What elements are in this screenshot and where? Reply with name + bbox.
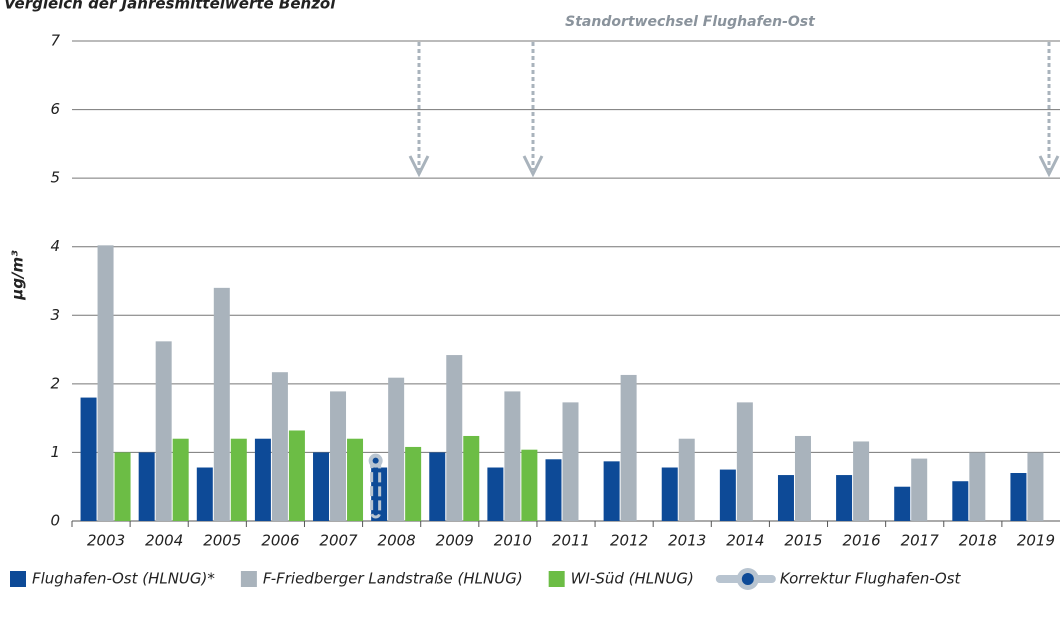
x-tick-label: 2008 (378, 532, 416, 550)
x-tick-label: 2015 (784, 532, 822, 550)
x-tick-label: 2012 (610, 532, 648, 550)
bar (80, 397, 97, 521)
legend-label: Flughafen-Ost (HLNUG)* (32, 570, 215, 588)
bar (172, 438, 189, 521)
bar (736, 402, 753, 521)
bar (254, 438, 271, 521)
bar (271, 372, 288, 521)
x-tick-label: 2004 (145, 532, 183, 550)
y-tick-label: 1 (50, 443, 60, 461)
y-tick-label: 0 (50, 512, 60, 530)
bar (504, 391, 521, 521)
legend-label: F-Friedberger Landstraße (HLNUG) (263, 570, 523, 588)
y-axis-label: µg/m³ (9, 250, 27, 301)
bar (894, 486, 911, 521)
x-tick-label: 2019 (1017, 532, 1055, 550)
bar (288, 430, 305, 521)
y-tick-label: 2 (50, 374, 60, 392)
bar (405, 446, 422, 521)
bar (969, 452, 986, 521)
legend-swatch (741, 573, 754, 585)
bar (1010, 473, 1027, 521)
bar (777, 475, 794, 521)
bar (678, 438, 695, 521)
bar (952, 481, 969, 521)
bar (911, 458, 928, 521)
x-tick-label: 2014 (726, 532, 764, 550)
chart-title: Vergleich der Jahresmittelwerte Benzol (4, 0, 336, 13)
x-tick-label: 2006 (261, 532, 299, 550)
x-tick-label: 2011 (552, 532, 590, 550)
bar (330, 391, 347, 521)
bar (388, 377, 405, 521)
bar (620, 374, 637, 521)
bar (196, 467, 213, 521)
bar (719, 469, 736, 521)
bar (487, 467, 504, 521)
x-tick-label: 2005 (203, 532, 241, 550)
bar (429, 452, 446, 521)
x-tick-label: 2017 (901, 532, 940, 550)
arrows (408, 42, 1060, 178)
bar (603, 461, 620, 521)
x-tick-label: 2018 (959, 532, 997, 550)
bar (853, 441, 870, 521)
legend-swatch (548, 571, 565, 587)
bar (138, 452, 155, 521)
correction-marker (368, 453, 383, 519)
bar (230, 438, 247, 521)
bar (1027, 452, 1044, 521)
bar (521, 449, 538, 521)
bar (463, 435, 480, 521)
x-tick-label: 2016 (842, 532, 880, 550)
bar (155, 341, 172, 521)
legend-label: Korrektur Flughafen-Ost (780, 570, 962, 588)
x-tick-label: 2013 (668, 532, 706, 550)
bar (446, 355, 463, 521)
legend-label: WI-Süd (HLNUG) (571, 570, 694, 588)
y-tick-label: 4 (50, 237, 60, 255)
bar (213, 287, 230, 521)
x-tick-label: 2003 (87, 532, 125, 550)
x-tick-label: 2009 (436, 532, 474, 550)
bar (347, 438, 364, 521)
y-tick-label: 5 (50, 169, 60, 187)
x-tick-label: 2010 (494, 532, 532, 550)
bar (313, 452, 330, 521)
bar (114, 452, 131, 521)
y-tick-label: 7 (50, 32, 60, 50)
y-tick-label: 3 (50, 306, 60, 324)
legend-swatch (240, 571, 257, 587)
annotation: Standortwechsel Flughafen-Ost (565, 14, 816, 30)
bar (794, 435, 811, 521)
bar (545, 459, 562, 521)
bar (97, 245, 114, 522)
x-tick-label: 2007 (319, 532, 358, 550)
bar (562, 402, 579, 521)
bar (836, 475, 853, 521)
bar (661, 467, 678, 521)
legend-swatch (10, 571, 26, 587)
y-tick-label: 6 (50, 100, 60, 118)
